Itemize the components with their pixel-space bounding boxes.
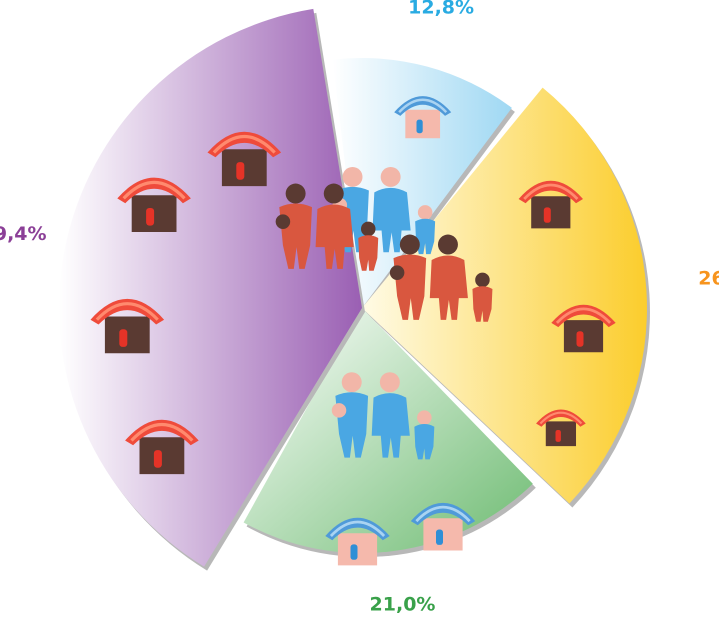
pie-slice-2 xyxy=(362,87,647,504)
slice-label-4: 39,4% xyxy=(0,223,47,245)
slice-label-2: 26,8% xyxy=(698,267,719,289)
pie-slice-4 xyxy=(58,8,363,567)
slice-label-1: 12,8% xyxy=(408,0,474,18)
slice-label-3: 21,0% xyxy=(370,593,436,615)
